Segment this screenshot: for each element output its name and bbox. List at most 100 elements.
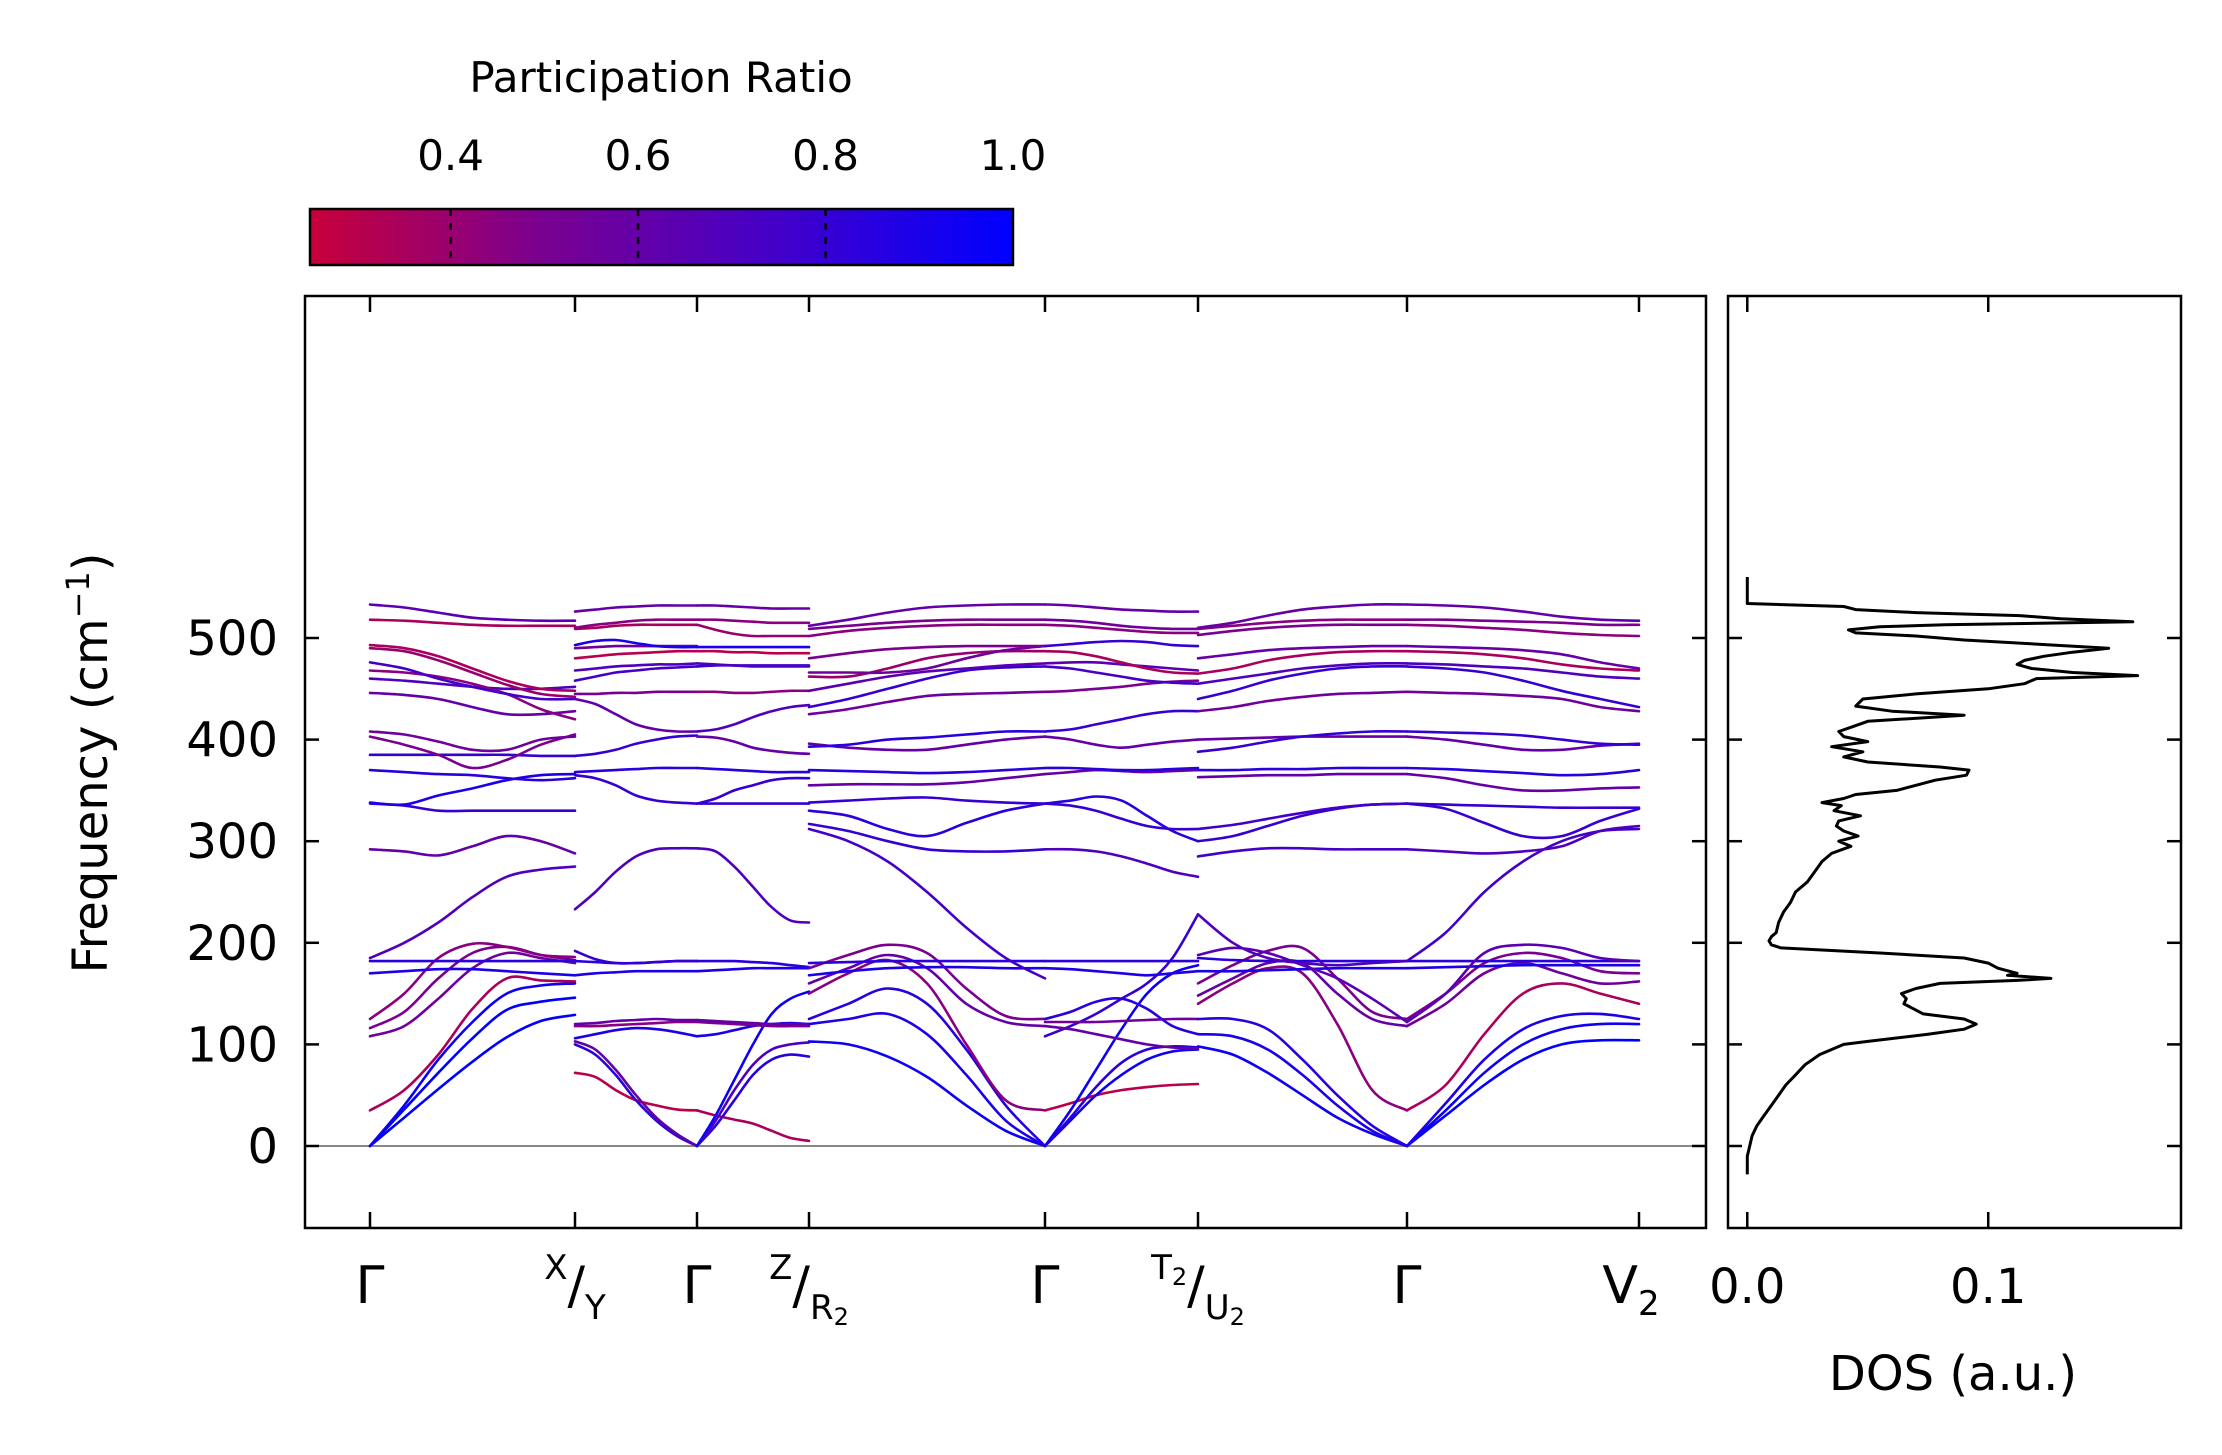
band-line <box>1405 827 1641 963</box>
band-line <box>1405 662 1641 680</box>
band-line <box>807 662 1047 693</box>
k-label-left: X <box>544 1248 567 1288</box>
y-axis-label-text: Frequency (cm <box>63 618 119 973</box>
band-line <box>1196 644 1409 660</box>
k-label-pair: Z/R2 <box>769 1248 849 1331</box>
band-line <box>807 987 1047 1148</box>
band-line <box>1196 661 1409 685</box>
band-line <box>1405 690 1641 713</box>
band-line <box>368 834 577 857</box>
k-label-pair: X/Y <box>544 1248 606 1328</box>
band-line <box>573 949 699 965</box>
band-line <box>1196 802 1409 843</box>
band-line <box>1196 965 1409 1112</box>
dos-curve <box>1745 577 2140 1175</box>
band-line <box>1043 735 1200 750</box>
band-line <box>1043 649 1200 675</box>
k-label: V2 <box>1602 1256 1659 1324</box>
dos-curve-group <box>1745 577 2140 1175</box>
band-line <box>695 959 811 969</box>
band-line <box>1196 690 1409 713</box>
colorbar-gradient <box>308 207 1015 267</box>
band-line <box>807 958 1047 1112</box>
band-line <box>1405 772 1641 793</box>
band-line <box>807 690 1047 716</box>
colorbar-tick-label: 0.4 <box>417 131 484 180</box>
band-line <box>368 996 577 1148</box>
band-line <box>368 669 577 721</box>
band-line <box>1196 846 1409 858</box>
band-line <box>1405 961 1641 1028</box>
k-label-right-sub: 2 <box>1230 1303 1245 1331</box>
band-line <box>695 766 811 774</box>
band-line <box>807 729 1047 748</box>
band-line <box>1043 623 1200 635</box>
band-line <box>368 772 577 807</box>
band-line <box>1043 802 1200 831</box>
band-line <box>807 618 1047 631</box>
band-line <box>368 618 577 628</box>
band-line <box>573 846 699 911</box>
band-line <box>1196 730 1409 754</box>
band-line <box>1043 966 1200 977</box>
band-line <box>1405 730 1641 746</box>
band-line <box>1196 623 1409 637</box>
y-axis-label-superscript: −1 <box>59 571 97 618</box>
band-line <box>1196 664 1409 701</box>
band-line <box>1196 966 1409 973</box>
band-line <box>695 662 811 668</box>
k-label-left: T <box>1150 1248 1172 1288</box>
band-line <box>1405 665 1641 709</box>
band-line <box>573 766 699 774</box>
band-line <box>1405 1022 1641 1148</box>
band-line <box>1196 944 1409 1021</box>
band-line <box>368 753 577 758</box>
band-line <box>573 734 699 758</box>
band-line <box>573 969 699 977</box>
band-line <box>1043 603 1200 613</box>
band-line <box>695 1109 811 1143</box>
band-line <box>807 965 1047 977</box>
band-line <box>807 959 1047 965</box>
band-line <box>573 1071 699 1112</box>
band-line <box>573 773 699 805</box>
k-label-pair: T2/U2 <box>1150 1248 1245 1331</box>
band-line <box>573 690 699 696</box>
k-label-right: R <box>810 1288 834 1328</box>
dos-x-axis-label: DOS (a.u.) <box>1829 1346 2077 1402</box>
band-line <box>1043 795 1200 843</box>
band-line <box>573 697 699 733</box>
band-line <box>1043 766 1200 772</box>
k-label-right: U <box>1205 1288 1230 1328</box>
k-label-slash: / <box>1187 1256 1205 1316</box>
band-line <box>695 623 811 638</box>
band-plot-frame <box>303 294 1708 1230</box>
band-line <box>573 623 699 631</box>
k-label-sub: 2 <box>1638 1284 1660 1324</box>
band-line <box>1196 772 1409 779</box>
band-line <box>807 766 1047 775</box>
y-tick-label: 400 <box>186 713 278 769</box>
band-line <box>1196 802 1409 831</box>
band-line <box>807 772 1047 787</box>
band-line <box>368 982 577 1148</box>
kpath-labels: Γ X/Y Γ Z/R2Γ T2/U2Γ V2 <box>356 1248 1660 1331</box>
band-line <box>1405 1012 1641 1148</box>
band-line <box>695 604 811 610</box>
band-line <box>1405 649 1641 672</box>
band-line <box>573 1017 699 1026</box>
band-line <box>368 730 577 753</box>
band-line <box>1405 802 1641 840</box>
band-line <box>573 1020 699 1028</box>
band-line <box>1043 997 1200 1036</box>
band-line <box>695 1053 811 1148</box>
band-line <box>695 689 811 695</box>
band-line <box>573 649 699 660</box>
band-line <box>695 1020 811 1028</box>
band-line <box>695 703 811 733</box>
band-line <box>368 975 577 1112</box>
y-tick-label: 0 <box>247 1119 278 1175</box>
dos-x-tick-label: 0.0 <box>1709 1259 1785 1315</box>
band-line <box>1043 1082 1200 1112</box>
band-line <box>368 865 577 960</box>
